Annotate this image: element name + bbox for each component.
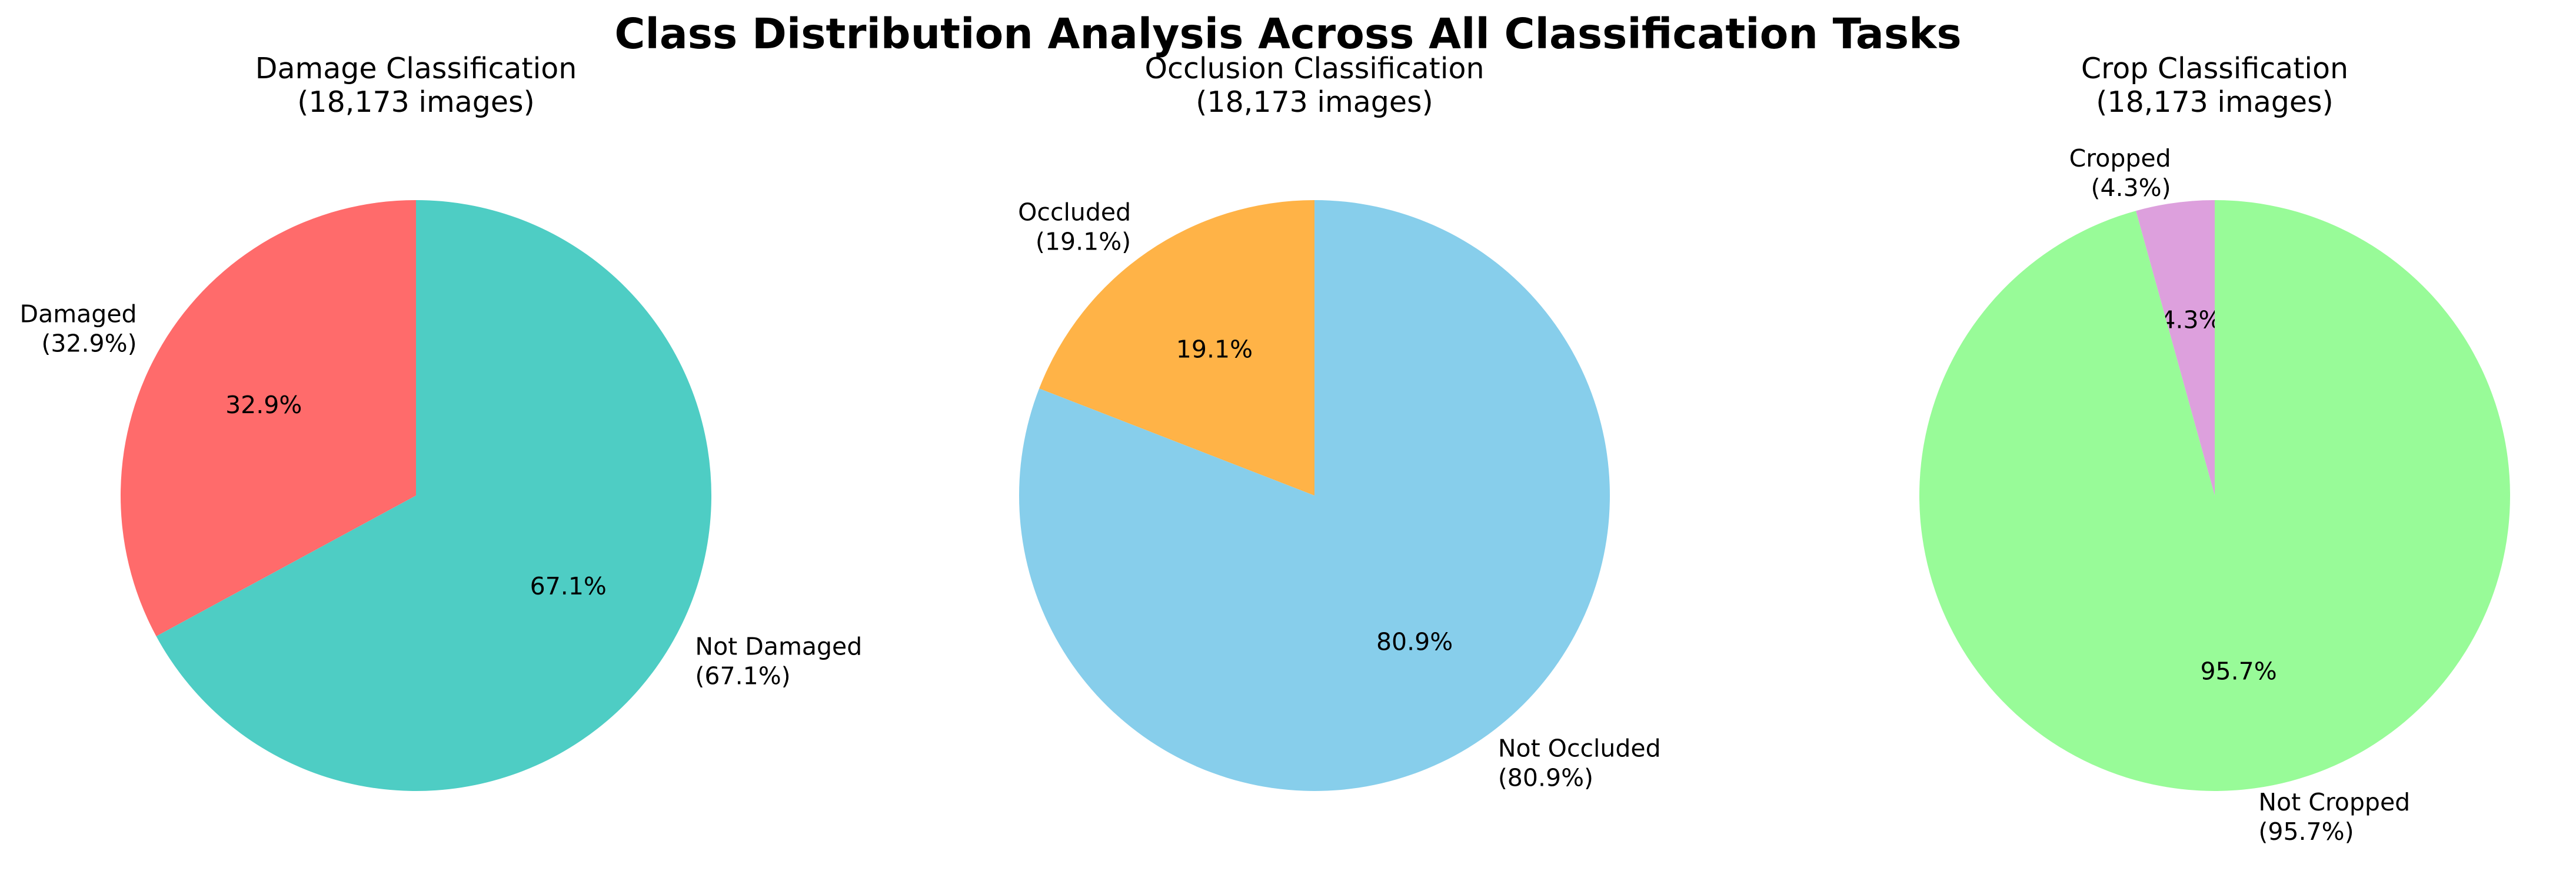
pie-slice-occluded bbox=[1039, 200, 1314, 496]
subplot-subtitle: (18,173 images) bbox=[297, 85, 534, 119]
pie-chart-3: Crop Classification(18,173 images) Croppe… bbox=[1919, 52, 2511, 846]
pie-slice-not-damaged bbox=[156, 200, 712, 791]
slice-label-name: Cropped bbox=[2069, 144, 2171, 172]
slice-label-percent: (80.9%) bbox=[1498, 764, 1593, 792]
slice-label-percent: (95.7%) bbox=[2258, 817, 2354, 846]
slice-label-percent: (67.1%) bbox=[695, 662, 790, 690]
subplot-subtitle: (18,173 images) bbox=[2096, 85, 2333, 119]
figure-title: Class Distribution Analysis Across All C… bbox=[614, 9, 1961, 58]
slice-label-name: Not Damaged bbox=[695, 633, 862, 661]
subplot-title: Damage Classification bbox=[255, 52, 577, 85]
pie-slice-cropped bbox=[2136, 200, 2215, 496]
pie-chart-1: Damage Classification(18,173 images) Dama… bbox=[20, 52, 862, 791]
slice-label: Not Cropped (95.7%) bbox=[2258, 788, 2410, 846]
slice-percent: 19.1% bbox=[1176, 335, 1253, 363]
slice-percent: 80.9% bbox=[1376, 628, 1453, 656]
pie-slice-damaged bbox=[121, 200, 416, 637]
slice-label-name: Occluded bbox=[1018, 198, 1131, 226]
slice-label-name: Not Cropped bbox=[2258, 788, 2410, 816]
slice-label-name: Damaged bbox=[20, 300, 137, 328]
slice-label: Damaged (32.9%) bbox=[20, 300, 137, 357]
slice-label-name: Not Occluded bbox=[1498, 735, 1661, 763]
charts-area: Damage Classification(18,173 images)Dama… bbox=[20, 52, 2511, 846]
slice-percent: 67.1% bbox=[530, 572, 607, 600]
subplot-title: Crop Classification bbox=[2081, 52, 2348, 85]
slice-label-percent: (32.9%) bbox=[41, 329, 137, 357]
slice-percent: 32.9% bbox=[225, 391, 302, 419]
slice-label-percent: (4.3%) bbox=[2091, 174, 2171, 202]
slice-percent: 4.3% bbox=[2160, 306, 2221, 334]
slice-label-percent: (19.1%) bbox=[1036, 227, 1131, 255]
slice-label: Cropped (4.3%) bbox=[2069, 144, 2171, 202]
subplot-title: Occlusion Classification bbox=[1144, 52, 1484, 85]
slice-label: Not Damaged (67.1%) bbox=[695, 633, 862, 690]
subplot-subtitle: (18,173 images) bbox=[1196, 85, 1433, 119]
slice-label: Occluded (19.1%) bbox=[1018, 198, 1131, 255]
pie-chart-2: Occlusion Classification(18,173 images) O… bbox=[1018, 52, 1661, 792]
pie-slice-not-cropped bbox=[1919, 200, 2511, 791]
slice-label: Not Occluded (80.9%) bbox=[1498, 735, 1661, 792]
slice-percent: 95.7% bbox=[2200, 657, 2277, 685]
pie-slice-not-occluded bbox=[1019, 200, 1610, 791]
